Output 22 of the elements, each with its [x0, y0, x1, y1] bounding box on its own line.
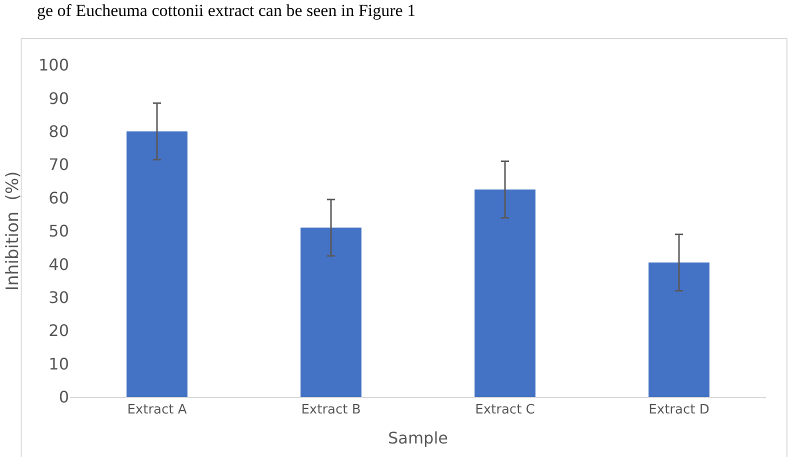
y-tick-label: 60 — [48, 188, 69, 208]
bar — [648, 262, 710, 397]
bar — [126, 131, 188, 397]
y-tick-label: 20 — [48, 321, 69, 340]
x-tick-label: Extract A — [127, 402, 187, 418]
bar — [474, 190, 536, 397]
x-axis-title: Sample — [388, 428, 448, 448]
bar — [300, 228, 362, 397]
y-tick-label: 80 — [48, 122, 69, 141]
y-tick-label: 40 — [48, 254, 69, 274]
y-tick-label: 0 — [58, 388, 69, 407]
y-tick-label: 10 — [48, 354, 69, 374]
y-axis-title: Inhibition (%) — [3, 171, 24, 291]
y-tick-label: 70 — [48, 155, 69, 174]
text: ge of Eucheuma cottonii extract can be seen in Figure 1 — [37, 1, 416, 20]
x-tick-label: Extract B — [301, 402, 361, 418]
y-tick-label: 90 — [48, 88, 69, 108]
y-tick-label: 30 — [48, 288, 69, 307]
x-tick-label: Extract D — [648, 402, 710, 418]
y-tick-label: 50 — [48, 222, 69, 241]
y-tick-label: 100 — [38, 56, 69, 75]
x-tick-label: Extract C — [475, 402, 535, 418]
